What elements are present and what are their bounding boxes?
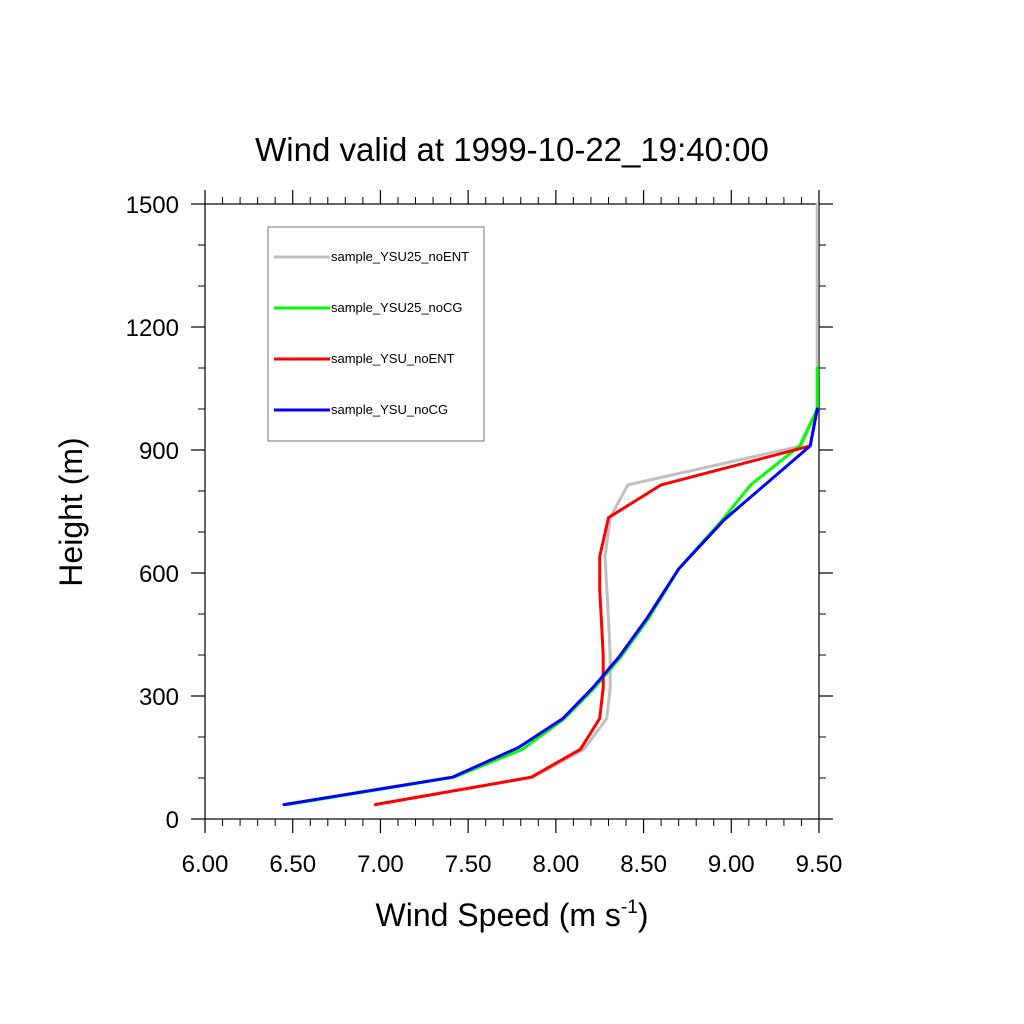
x-tick-label: 8.50 xyxy=(620,851,667,878)
plot-frame xyxy=(204,203,820,820)
legend-box xyxy=(267,226,485,442)
y-tick-label: 900 xyxy=(139,438,179,465)
x-tick-label: 7.50 xyxy=(445,851,492,878)
legend-label: sample_YSU_noENT xyxy=(331,351,455,366)
plot-area xyxy=(204,203,820,820)
y-tick-label: 0 xyxy=(166,807,179,834)
legend: sample_YSU25_noENT sample_YSU25_noCGsampl… xyxy=(267,226,485,442)
y-tick-label: 300 xyxy=(139,684,179,711)
x-axis-title-main: Wind Speed (m s xyxy=(376,897,621,933)
y-tick-label: 1500 xyxy=(126,192,179,219)
y-tick-label: 600 xyxy=(139,561,179,588)
minor-ticks xyxy=(198,197,826,826)
series-line-sample_YSU_noCG xyxy=(282,407,819,807)
x-axis-title-close: ) xyxy=(638,897,649,933)
x-tick-label: 6.50 xyxy=(269,851,316,878)
chart-title: Wind valid at 1999-10-22_19:40:00 xyxy=(255,131,769,168)
x-tick-label: 9.00 xyxy=(708,851,755,878)
legend-label: sample_YSU_noCG xyxy=(331,402,448,417)
x-tick-label: 7.00 xyxy=(357,851,404,878)
legend-label: sample_YSU25_noCG xyxy=(331,300,463,315)
x-tick-label: 8.00 xyxy=(532,851,579,878)
major-ticks xyxy=(191,190,833,833)
y-tick-label: 1200 xyxy=(126,315,179,342)
x-axis-title: Wind Speed (m s-1) xyxy=(376,897,649,933)
x-tick-labels: 6.00 6.50 7.00 7.50 8.00 8.50 9.00 9.50 xyxy=(182,851,843,878)
y-axis-title: Height (m) xyxy=(53,437,89,586)
y-tick-labels: 0 300 600 900 1200 1500 xyxy=(126,192,179,834)
x-tick-label: 6.00 xyxy=(182,851,229,878)
legend-label: sample_YSU25_noENT xyxy=(331,249,469,264)
series-lines xyxy=(282,202,819,807)
series-line-sample_YSU_noENT xyxy=(373,407,819,807)
x-tick-label: 9.50 xyxy=(796,851,843,878)
x-axis-title-superscript: -1 xyxy=(621,897,638,918)
